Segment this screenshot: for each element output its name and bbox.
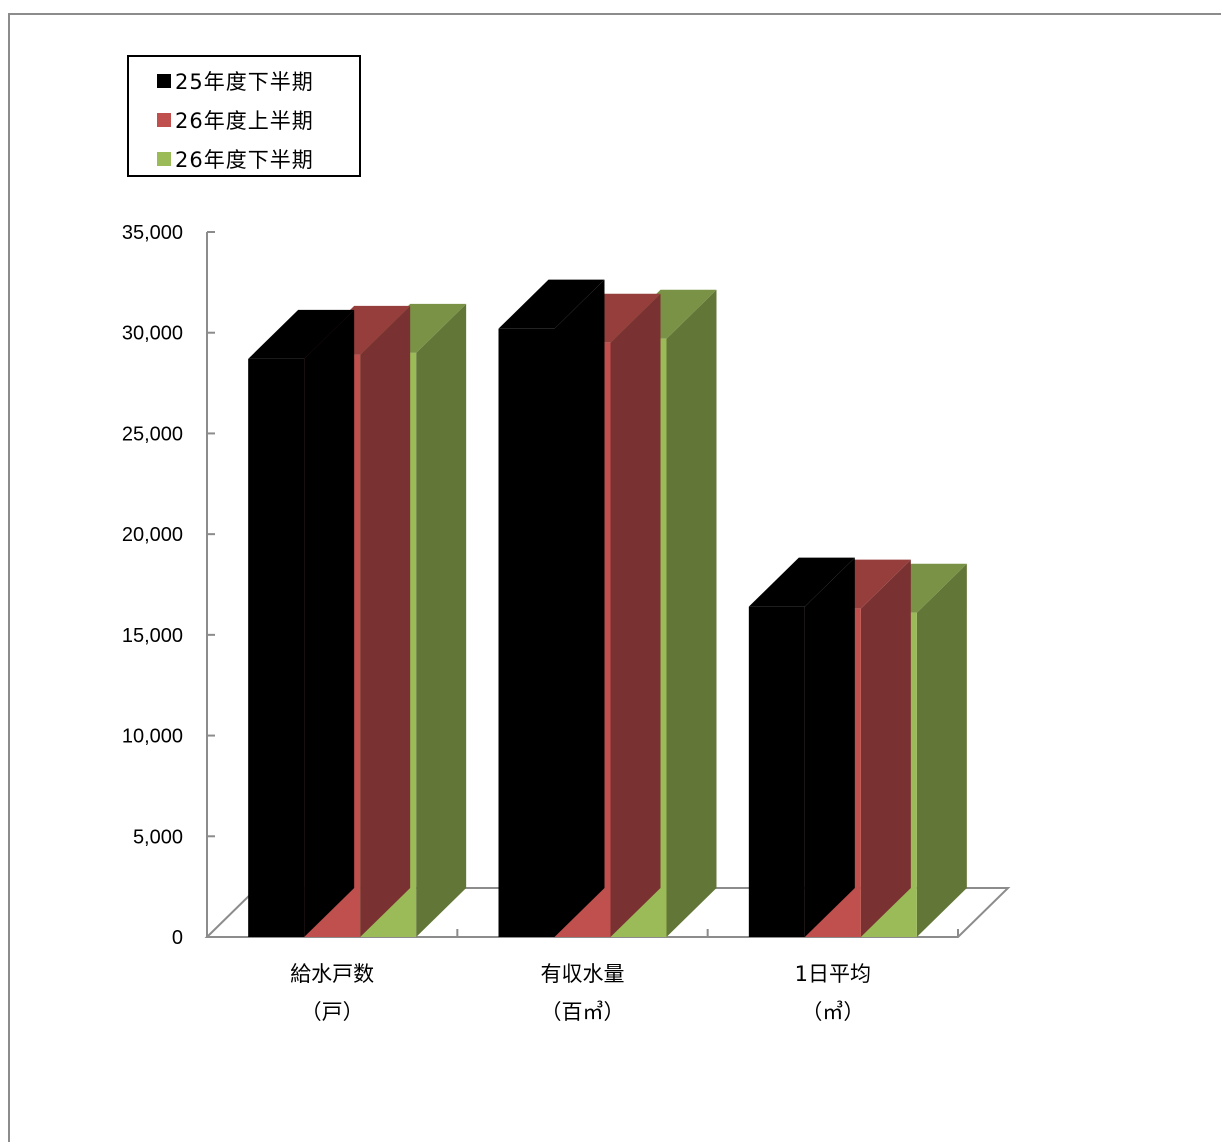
bar-side-face bbox=[860, 559, 911, 937]
bar-side-face bbox=[416, 303, 467, 937]
legend-swatch-series-2 bbox=[157, 112, 171, 127]
bar-side-face bbox=[304, 309, 355, 937]
x-category-label: 有収水量 bbox=[541, 962, 625, 986]
bar-side-face bbox=[610, 293, 661, 937]
bar-2-series-1 bbox=[498, 279, 605, 938]
x-category-label: 1日平均 bbox=[795, 962, 871, 986]
x-category-label: （㎥） bbox=[801, 1000, 864, 1024]
bar-side-face bbox=[916, 563, 967, 937]
x-category-label: （百㎥） bbox=[541, 1000, 625, 1024]
y-tick-label: 35,000 bbox=[122, 222, 183, 244]
bar-top-face bbox=[748, 557, 855, 607]
legend-item-series-1: 25年度下半期 bbox=[129, 61, 359, 100]
bar-side-face bbox=[360, 305, 411, 937]
bar-side-face bbox=[554, 279, 605, 938]
bar-front-face bbox=[248, 358, 305, 937]
legend-label-series-3: 26年度下半期 bbox=[175, 147, 314, 172]
bar-side-face bbox=[666, 289, 717, 937]
y-tick-label: 20,000 bbox=[122, 524, 183, 546]
legend-swatch-series-1 bbox=[157, 73, 171, 88]
y-tick-label: 0 bbox=[172, 927, 183, 949]
chart-frame bbox=[8, 13, 1221, 1142]
y-tick-label: 5,000 bbox=[133, 826, 183, 848]
legend-label-series-2: 26年度上半期 bbox=[175, 108, 314, 133]
bar-side-face bbox=[804, 557, 855, 937]
y-tick-label: 15,000 bbox=[122, 625, 183, 647]
bar-front-face bbox=[748, 606, 805, 937]
legend-item-series-3: 26年度下半期 bbox=[129, 139, 359, 178]
legend-item-series-2: 26年度上半期 bbox=[129, 100, 359, 139]
bar-1-series-1 bbox=[248, 309, 355, 937]
bar-3-series-1 bbox=[748, 557, 855, 937]
legend-label-series-1: 25年度下半期 bbox=[175, 69, 314, 94]
bar-front-face bbox=[498, 328, 555, 938]
y-tick-label: 30,000 bbox=[122, 323, 183, 345]
legend-swatch-series-3 bbox=[157, 151, 171, 166]
y-tick-label: 25,000 bbox=[122, 423, 183, 445]
x-category-label: 給水戸数 bbox=[290, 962, 374, 986]
x-category-label: （戸） bbox=[301, 1000, 364, 1024]
y-tick-label: 10,000 bbox=[122, 726, 183, 748]
bar-top-face bbox=[248, 309, 355, 359]
chart-legend: 25年度下半期 26年度上半期 26年度下半期 bbox=[127, 55, 361, 177]
bar-top-face bbox=[498, 279, 605, 329]
